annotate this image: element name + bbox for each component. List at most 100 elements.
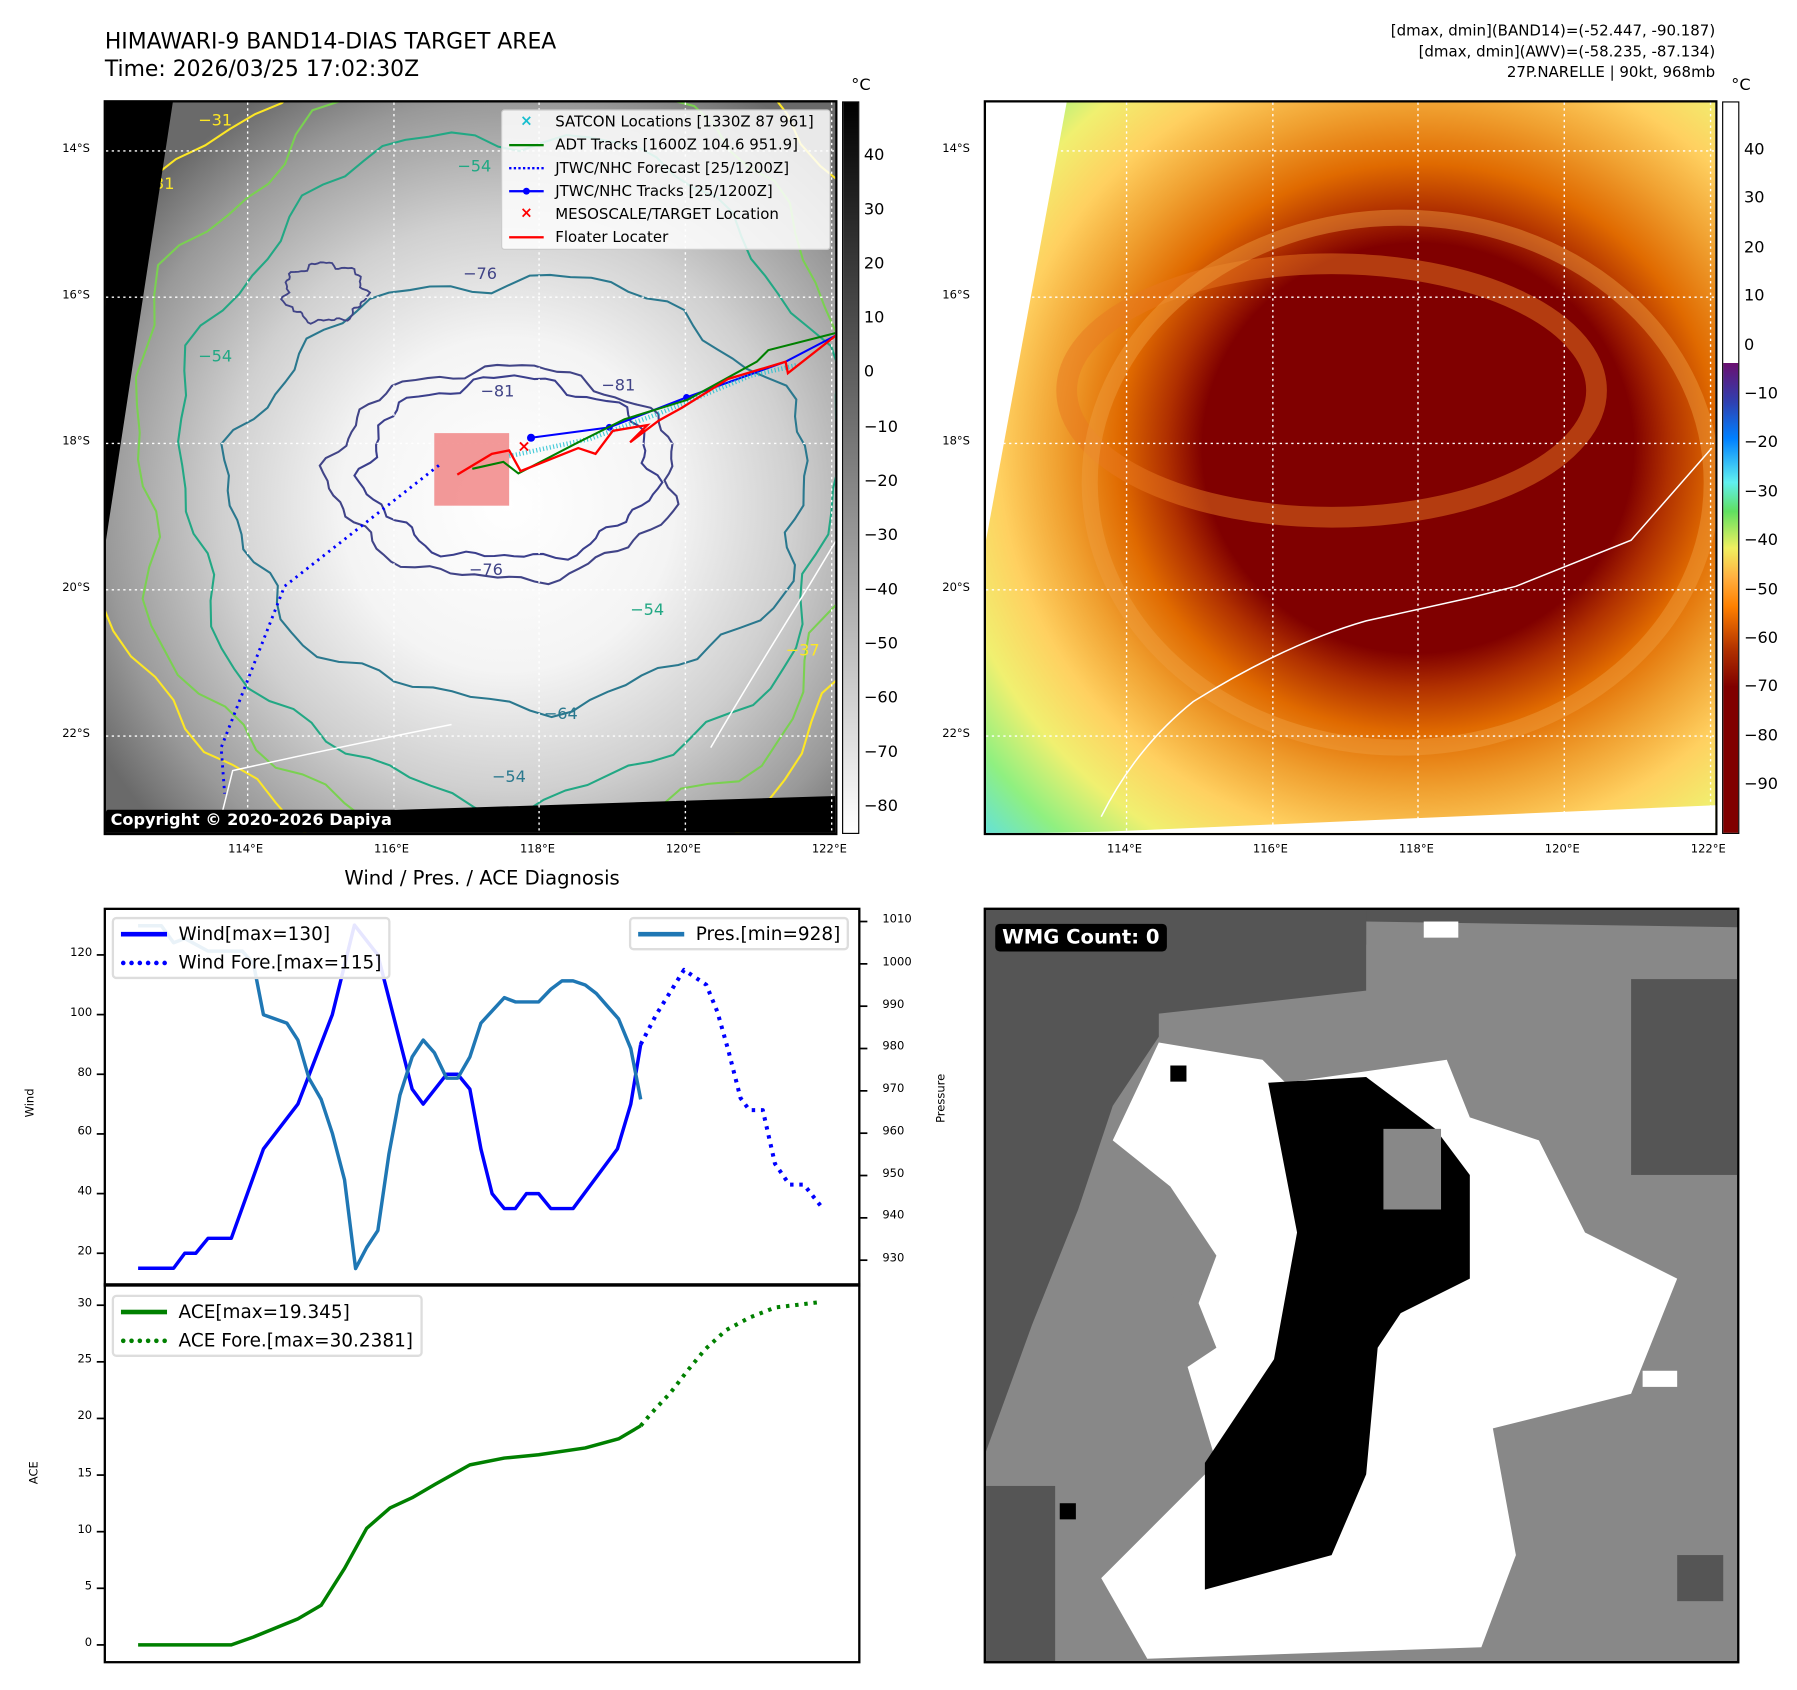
coastline (1100, 447, 1713, 818)
wmg-grid (986, 910, 1738, 1662)
legend-item-jtwc-tracks: JTWC/NHC Tracks [25/1200Z] (502, 180, 829, 203)
coastline (710, 540, 836, 748)
pressure-tick-label: 930 (882, 1252, 905, 1265)
wmg-pixel (1059, 1503, 1076, 1520)
lon-label: 116°E (1252, 843, 1288, 856)
contour-label: −37 (786, 640, 820, 659)
ace-tick-label: 15 (77, 1466, 93, 1480)
contour-label: −81 (480, 381, 514, 400)
legend-item-adt: ADT Tracks [1600Z 104.6 951.9] (502, 134, 829, 157)
ace-legend: ACE[max=19.345] ACE Fore.[max=30.2381] (111, 1294, 423, 1357)
solid-line-icon (120, 1309, 168, 1314)
colorbar-tick-label: 10 (863, 309, 885, 328)
legend-label: SATCON Locations [1330Z 87 961] (555, 113, 814, 131)
lon-label: 122°E (811, 843, 847, 856)
colorbar-tick-label: −40 (863, 580, 898, 599)
pressure-tick-label: 1010 (882, 913, 912, 927)
colorbar-tick-label: −20 (863, 471, 898, 491)
figure-time: Time: 2026/03/25 17:02:30Z (104, 56, 420, 82)
map-legend: × SATCON Locations [1330Z 87 961] ADT Tra… (501, 109, 831, 250)
ace-tick-label: 20 (77, 1410, 93, 1424)
solid-line-icon (120, 931, 168, 936)
contour-label: −76 (469, 560, 503, 579)
wind-tick-label: 120 (70, 946, 93, 960)
contour-line (134, 102, 836, 833)
contour-label: −76 (463, 264, 497, 283)
colorbar-tick-label: −80 (1743, 726, 1779, 746)
wind-tick-label: 60 (77, 1125, 93, 1139)
legend-label: Floater Locater (555, 228, 669, 246)
colorbar-tick-label: −50 (1743, 580, 1779, 599)
colorbar-tick-label: 10 (1743, 287, 1765, 306)
floater-locater-track (456, 334, 836, 476)
storm-info: 27P.NARELLE | 90kt, 968mb (1506, 64, 1716, 82)
chart-title: Wind / Pres. / ACE Diagnosis (344, 867, 620, 891)
wind-tick-label: 100 (70, 1006, 93, 1020)
coastline (220, 723, 452, 817)
colorbar-tick-label: 0 (863, 363, 875, 382)
colorbar-tick-label: 30 (863, 200, 885, 219)
colorbar-tick-label: −60 (1743, 628, 1779, 648)
figure-title: HIMAWARI-9 BAND14-DIAS TARGET AREA (104, 28, 557, 55)
lat-label: 20°S (62, 581, 90, 595)
lat-label: 18°S (942, 435, 970, 449)
lat-label: 14°S (62, 142, 90, 156)
wind-tick-label: 20 (77, 1245, 93, 1258)
left-map-panel: −31−31−54−54−54−54−76−76−81−81−64−37 × C… (103, 100, 838, 836)
lon-label: 122°E (1690, 843, 1726, 856)
lat-label: 20°S (942, 581, 970, 595)
contour-label: −54 (630, 600, 664, 619)
wmg-pixel (1170, 1065, 1187, 1082)
ace-tick-label: 10 (77, 1523, 93, 1537)
pressure-tick-label: 970 (882, 1082, 905, 1096)
wmg-region-gray (1101, 1290, 1217, 1394)
contour-line (318, 363, 680, 586)
target-location-marker: × (517, 437, 531, 456)
satcon-locations (508, 362, 798, 459)
wmg-pixel (1677, 1555, 1724, 1602)
pressure-legend: Pres.[min=928] (628, 916, 850, 951)
lat-label: 14°S (942, 142, 970, 156)
no-data-region (1046, 805, 1716, 833)
legend-item-jtwc-forecast: JTWC/NHC Forecast [25/1200Z] (502, 157, 829, 180)
legend-item-target: × MESOSCALE/TARGET Location (502, 203, 829, 226)
contour-label: −54 (198, 347, 232, 366)
adt-line-icon (509, 139, 544, 151)
solid-line-icon (638, 931, 685, 936)
awv-enhanced-map (986, 102, 1716, 833)
wmg-count-label: WMG Count: 0 (995, 923, 1167, 952)
contour-label: −31 (198, 111, 232, 130)
legend-item-floater: Floater Locater (502, 226, 829, 249)
wmg-region-dark (986, 1485, 1056, 1662)
ace-tick-label: 25 (77, 1353, 93, 1367)
ace-panel (103, 1283, 861, 1664)
colorbar-tick-label: 40 (863, 146, 885, 165)
dotted-line-icon (120, 960, 168, 965)
colorbar-tick-label: −10 (1743, 384, 1779, 404)
lon-label: 118°E (1398, 843, 1434, 856)
lon-label: 120°E (1544, 843, 1580, 856)
wmg-region-dark (1631, 979, 1738, 1175)
pressure-tick-label: 980 (882, 1040, 905, 1054)
lon-label: 118°E (519, 843, 555, 856)
contour-label: −64 (544, 704, 578, 723)
wmg-region-gray (1383, 1128, 1442, 1210)
colorbar-tick-label: −40 (1743, 531, 1779, 550)
legend-item-ace: ACE[max=19.345] (114, 1297, 420, 1326)
ace-tick-label: 5 (84, 1580, 93, 1593)
colorbar-tick-label: −60 (863, 688, 898, 708)
ace-line (138, 1424, 642, 1647)
right-colorbar (1722, 101, 1740, 834)
pressure-tick-label: 950 (882, 1167, 905, 1181)
satcon-x-icon: × (520, 112, 533, 131)
line-marker-icon (509, 185, 544, 197)
colorbar-tick-label: −30 (1743, 482, 1779, 501)
pressure-tick-label: 1000 (882, 955, 912, 969)
lat-label: 16°S (62, 289, 90, 302)
contour-line (280, 261, 372, 325)
stats-band14: [dmax, dmin](BAND14)=(-52.447, -90.187) (1390, 23, 1716, 41)
legend-item-satcon: × SATCON Locations [1330Z 87 961] (502, 111, 829, 134)
left-colorbar-unit: °C (851, 76, 871, 95)
